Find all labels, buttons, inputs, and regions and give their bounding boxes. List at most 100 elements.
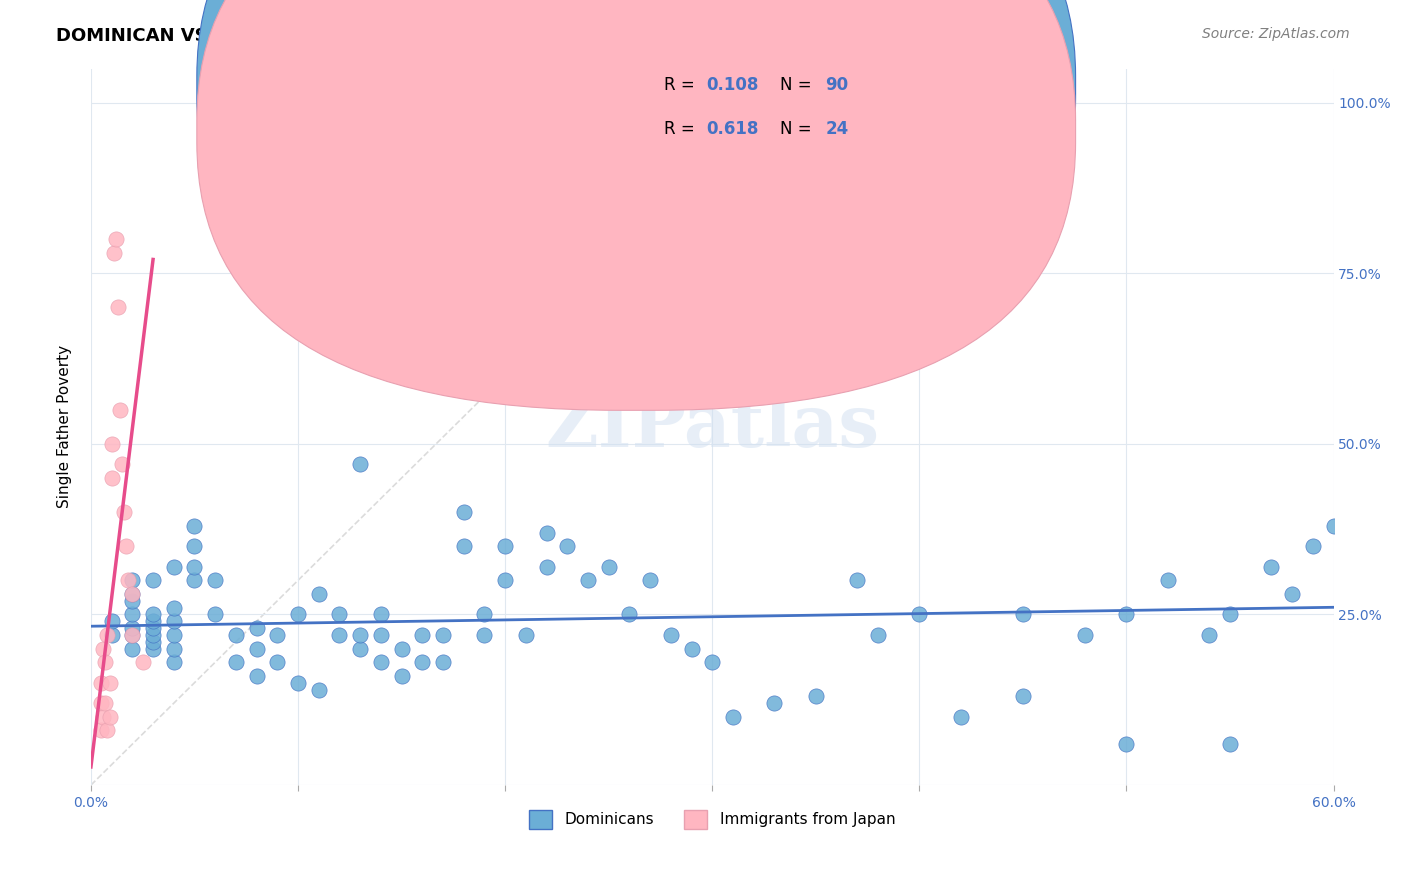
Point	[100, 437, 122, 451]
Point	[94, 696, 117, 710]
Point	[163, 600, 186, 615]
Point	[721, 710, 744, 724]
Point	[183, 539, 205, 553]
Point	[121, 594, 143, 608]
Point	[111, 458, 134, 472]
Point	[474, 607, 496, 622]
Text: N =: N =	[780, 76, 817, 94]
Point	[163, 641, 186, 656]
Point	[681, 641, 703, 656]
Point	[96, 628, 118, 642]
Point	[163, 628, 186, 642]
Point	[1198, 628, 1220, 642]
Point	[1281, 587, 1303, 601]
Point	[246, 621, 269, 635]
Point	[576, 574, 599, 588]
Text: DOMINICAN VS IMMIGRANTS FROM JAPAN SINGLE FATHER POVERTY CORRELATION CHART: DOMINICAN VS IMMIGRANTS FROM JAPAN SINGL…	[56, 27, 960, 45]
Point	[349, 628, 371, 642]
Point	[246, 641, 269, 656]
Point	[328, 607, 350, 622]
Point	[598, 559, 620, 574]
Point	[142, 634, 165, 648]
Point	[1302, 539, 1324, 553]
Point	[246, 669, 269, 683]
Point	[121, 621, 143, 635]
Point	[432, 628, 454, 642]
Point	[411, 655, 433, 669]
Point	[96, 723, 118, 738]
Point	[432, 655, 454, 669]
Point	[328, 628, 350, 642]
Point	[474, 628, 496, 642]
Point	[142, 615, 165, 629]
Point	[131, 655, 153, 669]
Point	[308, 587, 330, 601]
Point	[183, 518, 205, 533]
Point	[349, 458, 371, 472]
Point	[121, 628, 143, 642]
Point	[287, 675, 309, 690]
Point	[183, 559, 205, 574]
Text: R =: R =	[664, 76, 700, 94]
Point	[142, 574, 165, 588]
Text: 0.618: 0.618	[706, 120, 758, 138]
Point	[100, 628, 122, 642]
Point	[94, 655, 117, 669]
Point	[1115, 737, 1137, 751]
Point	[555, 539, 578, 553]
Point	[370, 655, 392, 669]
Point	[453, 505, 475, 519]
Point	[93, 710, 115, 724]
Point	[121, 628, 143, 642]
Point	[349, 641, 371, 656]
Point	[100, 471, 122, 485]
Point	[204, 607, 226, 622]
Text: N =: N =	[780, 120, 817, 138]
Point	[370, 628, 392, 642]
Point	[1012, 607, 1035, 622]
Point	[370, 607, 392, 622]
Point	[103, 245, 125, 260]
Text: 90: 90	[825, 76, 848, 94]
Point	[163, 559, 186, 574]
Point	[90, 723, 112, 738]
Text: R =: R =	[664, 120, 700, 138]
Point	[1322, 518, 1344, 533]
Point	[121, 587, 143, 601]
Point	[1260, 559, 1282, 574]
Point	[163, 655, 186, 669]
Point	[104, 232, 127, 246]
Point	[163, 615, 186, 629]
Y-axis label: Single Father Poverty: Single Father Poverty	[58, 345, 72, 508]
Point	[391, 641, 413, 656]
Point	[112, 505, 135, 519]
Point	[411, 628, 433, 642]
Point	[93, 641, 115, 656]
Point	[1012, 690, 1035, 704]
Point	[142, 628, 165, 642]
Point	[846, 574, 869, 588]
Point	[494, 574, 516, 588]
Point	[108, 402, 131, 417]
Point	[117, 574, 139, 588]
Point	[804, 690, 827, 704]
Text: 0.108: 0.108	[706, 76, 758, 94]
Point	[908, 607, 931, 622]
Point	[1219, 607, 1241, 622]
Point	[659, 628, 682, 642]
Point	[515, 628, 537, 642]
Point	[1115, 607, 1137, 622]
Point	[287, 607, 309, 622]
Point	[638, 574, 661, 588]
Point	[702, 655, 724, 669]
Point	[949, 710, 972, 724]
Point	[453, 539, 475, 553]
Point	[204, 574, 226, 588]
Point	[121, 607, 143, 622]
Point	[142, 641, 165, 656]
Text: Source: ZipAtlas.com: Source: ZipAtlas.com	[1202, 27, 1350, 41]
Point	[1074, 628, 1097, 642]
Point	[90, 696, 112, 710]
Point	[142, 621, 165, 635]
Point	[183, 574, 205, 588]
